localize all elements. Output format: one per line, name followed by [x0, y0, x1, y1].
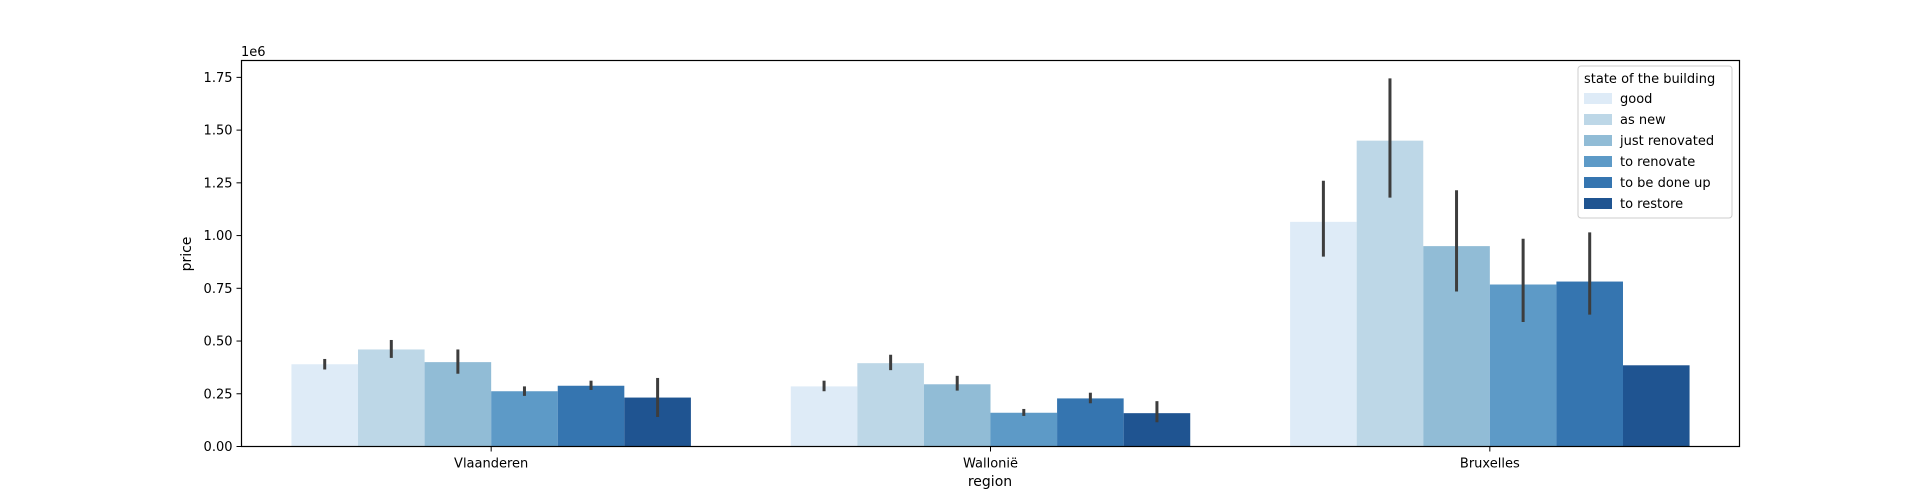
legend-label: just renovated: [1619, 134, 1714, 149]
bar: [1622, 365, 1690, 447]
bar: [1290, 221, 1357, 447]
legend: state of the building good as new just ren…: [1577, 65, 1733, 219]
legend-swatch: [1584, 198, 1612, 209]
y-scale-label: 1e6: [241, 45, 266, 60]
x-axis: Vlaanderen Wallonië Bruxelles: [454, 446, 1520, 472]
x-tick-label: Bruxelles: [1460, 457, 1520, 472]
legend-swatch: [1584, 114, 1612, 125]
y-tick-label: 0.50: [204, 335, 233, 350]
y-tick-label: 0.25: [204, 387, 233, 402]
bar: [424, 362, 492, 447]
legend-title: state of the building: [1584, 72, 1715, 87]
legend-box: [1577, 65, 1733, 219]
y-tick-label: 1.25: [204, 176, 233, 191]
bar: [923, 384, 991, 447]
legend-label: to renovate: [1620, 155, 1695, 170]
x-tick-label: Vlaanderen: [454, 457, 528, 472]
bar: [1057, 398, 1124, 447]
y-tick-label: 1.50: [204, 124, 233, 139]
legend-label: good: [1620, 92, 1652, 107]
legend-swatch: [1584, 93, 1612, 104]
y-tick-label: 1.75: [204, 71, 233, 86]
legend-swatch: [1584, 135, 1612, 146]
bars-layer: [291, 140, 1690, 447]
bar: [358, 349, 425, 447]
bar: [291, 364, 359, 447]
y-tick-label: 1.00: [204, 229, 233, 244]
y-axis: 0.00 0.25 0.50 0.75 1.00 1.25 1.50 1.75: [204, 71, 242, 455]
error-bars-layer: [323, 78, 1592, 423]
legend-label: as new: [1620, 113, 1666, 128]
bar: [491, 391, 558, 447]
bar: [857, 363, 924, 447]
y-tick-label: 0.00: [204, 440, 233, 455]
x-tick-label: Wallonië: [963, 457, 1018, 472]
legend-entries: good as new just renovated to renovate to be…: [1584, 92, 1714, 212]
y-axis-label: price: [179, 237, 195, 272]
legend-swatch: [1584, 177, 1612, 188]
y-tick-label: 0.75: [204, 282, 233, 297]
bar: [990, 412, 1058, 447]
legend-label: to be done up: [1620, 176, 1711, 191]
bar: [790, 386, 858, 447]
legend-swatch: [1584, 156, 1612, 167]
bar: [557, 385, 625, 447]
legend-label: to restore: [1620, 197, 1683, 212]
x-axis-label: region: [968, 474, 1012, 490]
